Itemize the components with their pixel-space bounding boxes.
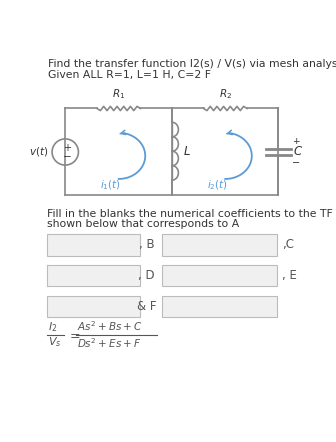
Text: +: + [292,137,300,146]
FancyBboxPatch shape [162,265,277,286]
Text: $i_1(t)$: $i_1(t)$ [100,178,122,192]
Text: , B: , B [139,238,155,251]
Text: $R_2$: $R_2$ [219,87,232,101]
Text: ,C: ,C [282,238,294,251]
Text: & F: & F [137,300,156,313]
Text: $R_1$: $R_1$ [112,87,125,101]
Text: $v(t)$: $v(t)$ [29,145,48,159]
Text: , D: , D [138,269,155,282]
Text: −: − [292,158,300,168]
Text: shown below that corresponds to A: shown below that corresponds to A [47,219,240,229]
FancyBboxPatch shape [47,265,140,286]
Text: $I_2$: $I_2$ [48,320,57,334]
Text: $i_2(t)$: $i_2(t)$ [207,178,228,192]
Text: $V_s$: $V_s$ [48,335,62,350]
Text: $Ds^2+Es+F$: $Ds^2+Es+F$ [77,336,141,350]
Text: $=$: $=$ [67,328,81,341]
FancyBboxPatch shape [47,296,140,317]
Text: +: + [63,143,71,153]
FancyBboxPatch shape [162,234,277,255]
Text: $L$: $L$ [183,145,191,158]
Text: Given ALL R=1, L=1 H, C=2 F: Given ALL R=1, L=1 H, C=2 F [48,70,211,80]
Text: , E: , E [282,269,297,282]
Text: −: − [62,152,71,162]
FancyBboxPatch shape [162,296,277,317]
FancyBboxPatch shape [47,234,140,255]
Text: $C$: $C$ [293,145,303,159]
Text: Find the transfer function I2(s) / V(s) via mesh analysis.: Find the transfer function I2(s) / V(s) … [48,59,336,69]
Text: $As^2+Bs+C$: $As^2+Bs+C$ [77,320,142,333]
Text: Fill in the blanks the numerical coefficients to the TF: Fill in the blanks the numerical coeffic… [47,210,333,219]
